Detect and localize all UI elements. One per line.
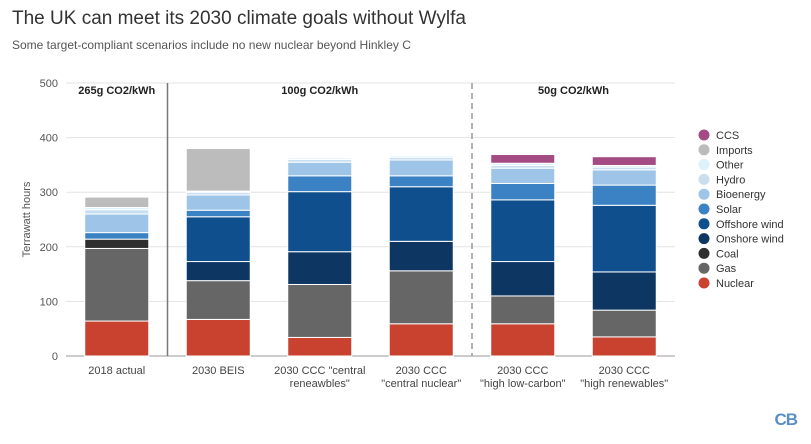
region-dividers (166, 83, 473, 356)
region-label: 265g CO2/kWh (78, 85, 155, 97)
legend-swatch (698, 247, 710, 259)
bar-segment-onshore-wind (185, 261, 251, 282)
x-tick-label: "central nuclear" (381, 378, 461, 390)
legend: CCS Imports Other Hydro Bioenergy Solar Offsho… (698, 129, 784, 290)
legend-swatch (698, 233, 710, 245)
bars (84, 148, 657, 357)
x-tick-label: 2030 BEIS (192, 365, 245, 377)
bar-segment-imports (185, 148, 251, 192)
x-tick-label: "high renewables" (580, 378, 668, 390)
legend-label: Bioenergy (716, 189, 766, 201)
carbon-brief-logo: CB (774, 410, 798, 429)
axes: 0 100 200 300 400 500 Terrawatt hours 265g CO2/… (21, 78, 668, 390)
y-axis-label: Terrawatt hours (21, 181, 33, 257)
legend-swatch (698, 203, 710, 215)
legend-label: Coal (716, 248, 739, 260)
chart-title: The UK can meet its 2030 climate goals w… (12, 8, 466, 29)
bar-segment-gas (490, 295, 556, 325)
bar-segment-other (287, 157, 353, 160)
bar-segment-offshore-wind (287, 191, 353, 253)
x-tick-label: 2030 CCC (497, 365, 548, 377)
region-label: 50g CO2/kWh (538, 85, 609, 97)
bar-segment-gas (388, 270, 454, 325)
bar-segment-solar (84, 232, 150, 240)
bar-segment-other (388, 155, 454, 158)
bar-segment-nuclear (388, 323, 454, 357)
legend-swatch (698, 277, 710, 289)
legend-label: Offshore wind (716, 219, 784, 231)
bar-segment-nuclear (490, 323, 556, 357)
x-tick-label: "high low-carbon" (480, 378, 566, 390)
bar-segment-gas (591, 309, 657, 338)
bar-segment-onshore-wind (287, 251, 353, 285)
legend-label: CCS (716, 130, 739, 142)
bar-segment-offshore-wind (490, 199, 556, 263)
bar-segment-imports (84, 196, 150, 208)
x-tick-label: 2030 CCC (396, 365, 447, 377)
region-label: 100g CO2/kWh (281, 85, 358, 97)
bar-segment-bioenergy (185, 194, 251, 211)
bar-segment-offshore-wind (591, 204, 657, 273)
bar-segment-nuclear (185, 318, 251, 357)
bar-segment-offshore-wind (388, 186, 454, 242)
bar-segment-ccs (490, 154, 556, 164)
bar-segment-onshore-wind (591, 271, 657, 311)
bar-segment-onshore-wind (490, 261, 556, 297)
bar-segment-bioenergy (490, 167, 556, 184)
y-tick-label: 100 (40, 296, 58, 308)
bar-segment-offshore-wind (185, 216, 251, 263)
legend-swatch (698, 144, 710, 156)
legend-label: Imports (716, 145, 753, 157)
bar-segment-nuclear (287, 336, 353, 357)
bar-segment-solar (287, 175, 353, 193)
bar-segment-bioenergy (84, 213, 150, 234)
legend-swatch (698, 218, 710, 230)
legend-label: Other (716, 160, 744, 172)
legend-label: Gas (716, 263, 737, 275)
legend-swatch (698, 188, 710, 200)
bar-segment-nuclear (84, 320, 150, 357)
x-tick-label: 2030 CCC "central (274, 365, 365, 377)
y-tick-label: 0 (52, 351, 58, 363)
legend-label: Nuclear (716, 278, 754, 290)
bar-segment-solar (591, 184, 657, 206)
bar-segment-solar (185, 209, 251, 218)
bar-segment-ccs (591, 156, 657, 166)
bar-segment-nuclear (591, 336, 657, 357)
bar-segment-bioenergy (591, 169, 657, 186)
chart-subtitle: Some target-compliant scenarios include … (12, 38, 411, 52)
y-tick-label: 500 (40, 78, 58, 90)
legend-swatch (698, 129, 710, 141)
y-tick-label: 200 (40, 242, 58, 254)
legend-label: Onshore wind (716, 234, 784, 246)
bar-segment-gas (185, 280, 251, 320)
bar-segment-onshore-wind (388, 240, 454, 272)
bar-segment-bioenergy (287, 161, 353, 177)
bar-segment-solar (388, 175, 454, 188)
bar-segment-solar (490, 182, 556, 201)
bar-segment-coal (84, 238, 150, 249)
x-tick-label: 2030 CCC (599, 365, 650, 377)
legend-swatch (698, 262, 710, 274)
bar-segment-gas (84, 247, 150, 322)
bar-segment-gas (287, 283, 353, 338)
bar-segment-hydro (84, 209, 150, 215)
legend-swatch (698, 173, 710, 185)
legend-label: Hydro (716, 174, 745, 186)
legend-swatch (698, 159, 710, 171)
bar-segment-bioenergy (388, 159, 454, 177)
y-tick-label: 400 (40, 133, 58, 145)
x-tick-label: reneawbles" (290, 378, 350, 390)
gridlines (66, 82, 675, 357)
x-tick-label: 2018 actual (88, 365, 145, 377)
legend-label: Solar (716, 204, 742, 216)
y-tick-label: 300 (40, 187, 58, 199)
